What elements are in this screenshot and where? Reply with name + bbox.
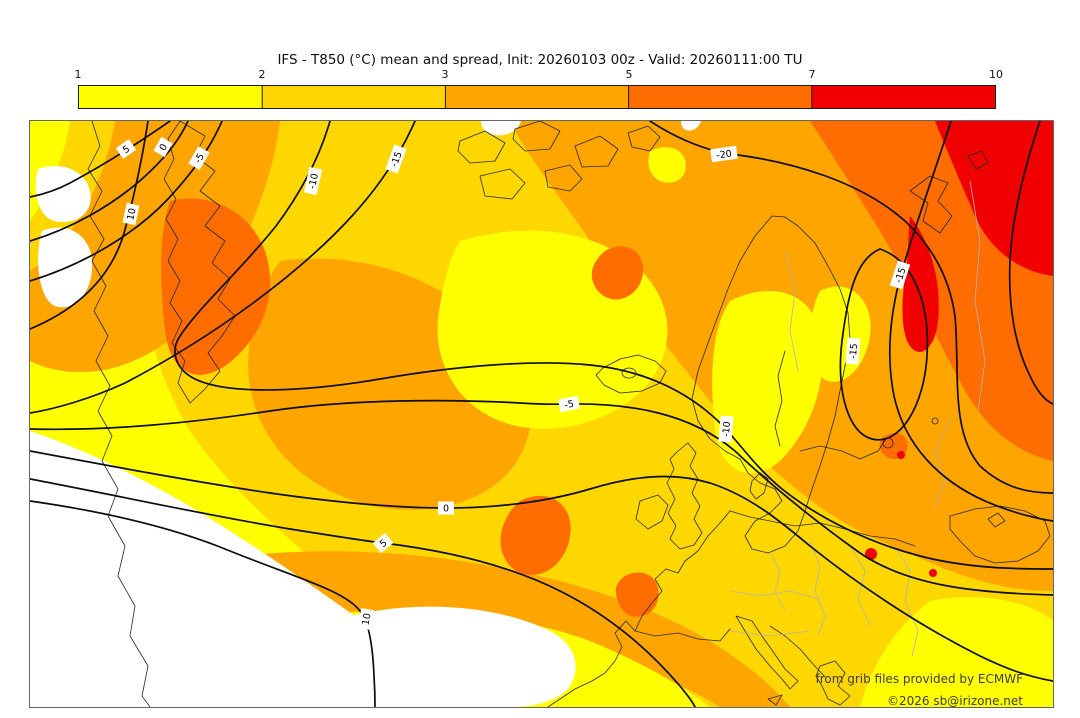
- svg-text:-15: -15: [848, 343, 860, 359]
- attribution-copyright: ©2026 sb@irizone.net: [887, 694, 1023, 707]
- svg-text:0: 0: [443, 504, 449, 515]
- contour-label: -15: [385, 144, 407, 174]
- contour-label: -5: [558, 395, 580, 413]
- attribution-source: from grib files provided by ECMWF: [815, 672, 1023, 686]
- plot-title: IFS - T850 (°C) mean and spread, Init: 2…: [277, 52, 803, 68]
- svg-text:-5: -5: [564, 399, 575, 411]
- contour-label: 0: [153, 136, 173, 158]
- svg-text:-10: -10: [307, 172, 321, 189]
- svg-text:0: 0: [158, 142, 171, 153]
- svg-text:-10: -10: [721, 421, 733, 437]
- contour-label: -10: [718, 415, 734, 443]
- spread-fill-layer: [30, 121, 1053, 707]
- map-canvas: 5 10 0 -5 -10 -15 -20 -15 -15 -10 -5 0 5…: [29, 120, 1054, 708]
- contour-labels-layer: 5 10 0 -5 -10 -15 -20 -15 -15 -10 -5 0 5…: [115, 136, 911, 630]
- svg-text:5: 5: [378, 538, 390, 550]
- colorbar-tick-3: 3: [441, 68, 449, 81]
- contour-label: -15: [889, 260, 911, 290]
- spread-colorbar: [78, 85, 996, 109]
- colorbar-segment-2: [262, 86, 446, 108]
- contour-label: 5: [372, 532, 394, 554]
- colorbar-tick-2: 2: [258, 68, 266, 81]
- colorbar-segment-5: [811, 86, 995, 108]
- colorbar-segment-1: [79, 86, 263, 108]
- contour-label: 0: [438, 501, 454, 515]
- svg-text:-15: -15: [389, 150, 405, 168]
- contour-label: 10: [357, 608, 375, 630]
- coastlines-layer: [87, 121, 1051, 707]
- contour-label: 5: [115, 139, 137, 159]
- svg-text:-20: -20: [716, 148, 733, 161]
- colorbar-tick-1: 1: [74, 68, 82, 81]
- contour-label: -20: [710, 145, 738, 163]
- contour-lines-layer: [30, 121, 1053, 707]
- svg-text:5: 5: [121, 144, 132, 156]
- contour-label: -10: [303, 166, 323, 196]
- svg-text:10: 10: [125, 207, 138, 221]
- colorbar-tick-7: 7: [808, 68, 816, 81]
- svg-text:-15: -15: [893, 266, 908, 284]
- svg-text:10: 10: [361, 612, 374, 626]
- country-borders-layer: [729, 180, 986, 657]
- colorbar-segment-3: [445, 86, 629, 108]
- colorbar-tick-5: 5: [625, 68, 633, 81]
- contour-label: 10: [122, 202, 140, 226]
- contour-label: -5: [188, 146, 210, 170]
- colorbar-tick-10: 10: [989, 68, 1003, 81]
- colorbar-segment-4: [628, 86, 812, 108]
- contour-label: -15: [845, 337, 861, 365]
